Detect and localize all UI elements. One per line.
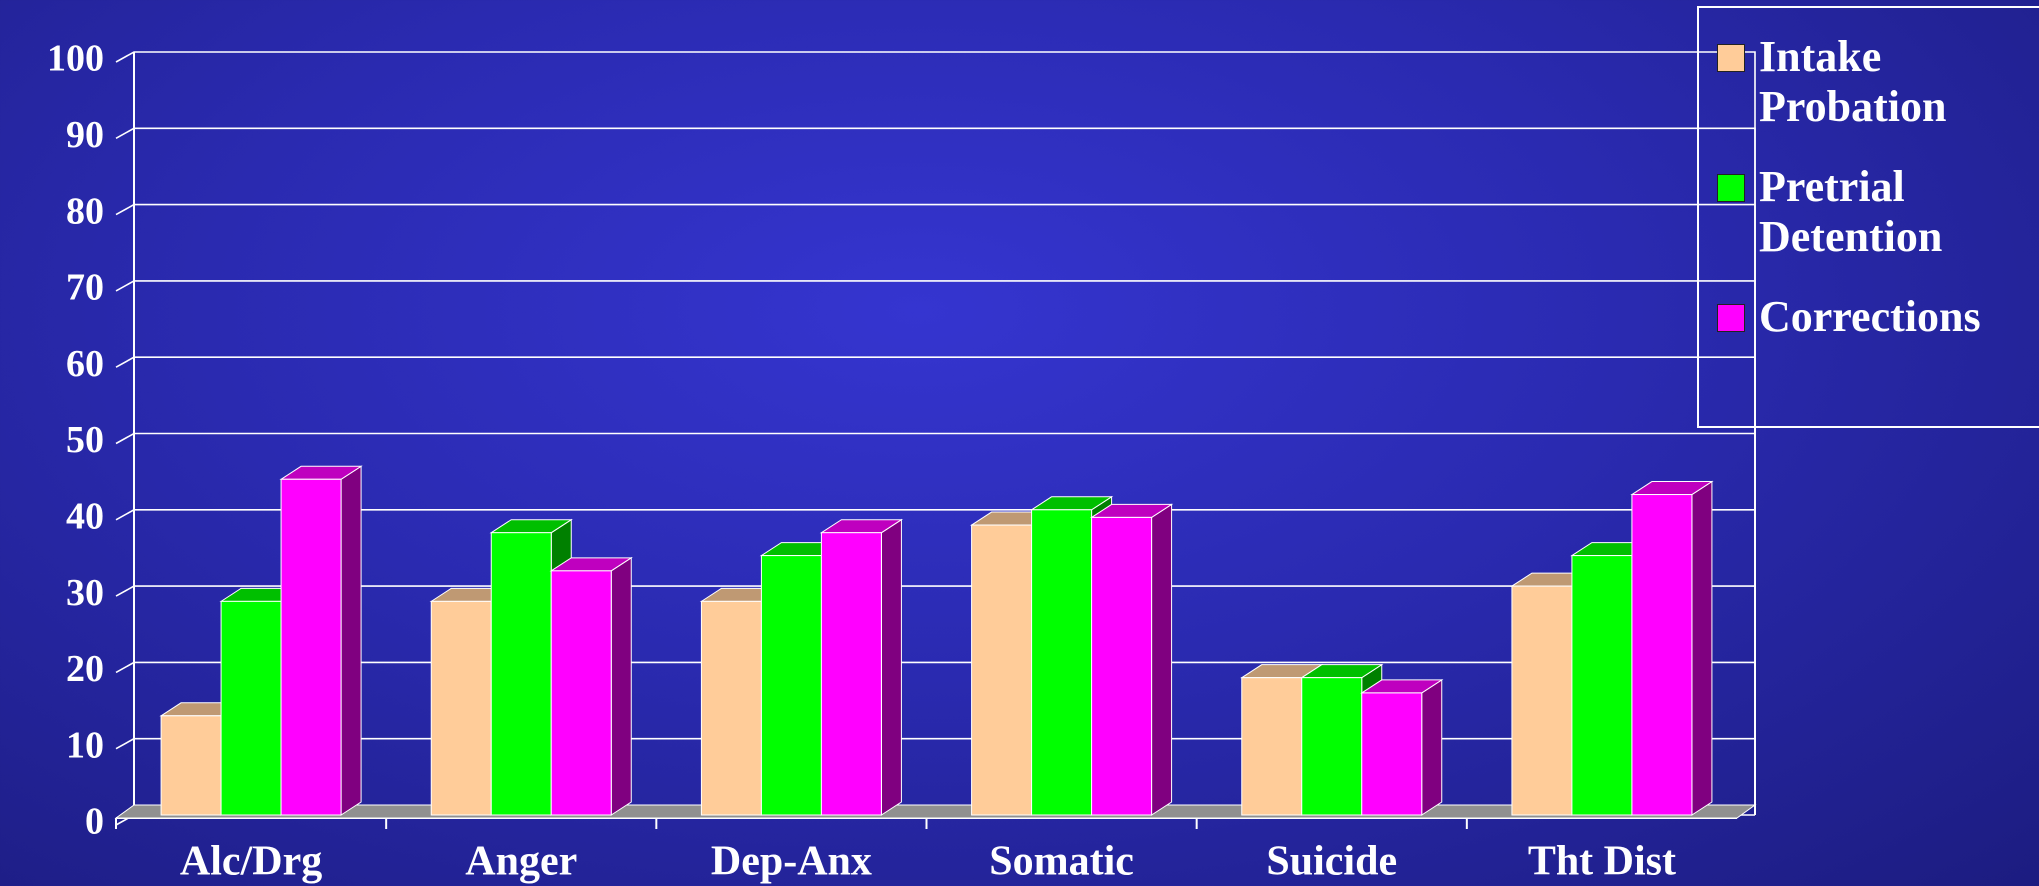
bar-front (550, 570, 612, 816)
y-tick-label: 0 (85, 801, 104, 843)
y-tick-label: 40 (66, 496, 104, 538)
bar-side (1691, 480, 1713, 816)
legend-swatch (1717, 304, 1745, 332)
bar-side (340, 465, 362, 816)
bar-front (1241, 677, 1303, 816)
grid-line (115, 585, 1756, 815)
bar-front (1301, 677, 1363, 816)
grid-line (115, 280, 1756, 815)
bar-front (1361, 692, 1423, 816)
legend-label: Pretrial Detention (1759, 162, 1943, 261)
y-tick-label: 10 (66, 724, 104, 766)
y-tick-label: 90 (66, 114, 104, 156)
bar-front (1631, 494, 1693, 816)
y-tick-label: 100 (47, 38, 104, 80)
legend-swatch (1717, 44, 1745, 72)
bar-side (1151, 503, 1173, 816)
bar-front (160, 715, 222, 816)
grid-line (115, 737, 1756, 815)
bar-front (1031, 509, 1093, 816)
y-tick-label: 20 (66, 648, 104, 690)
bar-front (490, 532, 552, 816)
legend-swatch (1717, 174, 1745, 202)
legend-entry: Corrections (1717, 292, 2039, 342)
bar (1089, 503, 1174, 816)
floor (114, 804, 1757, 819)
bar-front (760, 555, 822, 816)
y-tick-label: 80 (66, 190, 104, 232)
bar-side (880, 518, 902, 816)
y-tick-label: 30 (66, 572, 104, 614)
bar (1360, 678, 1444, 816)
x-tick-label: Tht Dist (1528, 839, 1676, 885)
x-tick-label: Dep-Anx (711, 839, 872, 885)
bar-front (220, 600, 282, 816)
legend-entry: Intake Probation (1717, 32, 2039, 132)
bar (1630, 480, 1714, 816)
x-tick-label: Anger (465, 839, 577, 885)
bar-front (700, 600, 762, 816)
bar-side (610, 556, 632, 816)
y-tick-label: 60 (66, 343, 104, 385)
x-tick-label: Alc/Drg (180, 839, 322, 885)
grid-line (115, 51, 1756, 815)
bar-front (820, 532, 882, 816)
bar-front (971, 524, 1033, 816)
bar-front (430, 600, 492, 816)
bar-front (280, 478, 342, 816)
legend-entry: Pretrial Detention (1717, 162, 2039, 262)
bar-side (1421, 678, 1443, 816)
x-tick-label: Somatic (989, 839, 1134, 885)
bar-front (1091, 516, 1153, 816)
grid-line (115, 127, 1756, 815)
bar-front (1511, 585, 1573, 816)
legend-label: Intake Probation (1759, 32, 1947, 131)
x-tick-label: Suicide (1266, 839, 1397, 885)
y-tick-label: 70 (66, 267, 104, 309)
grid-line (115, 432, 1756, 815)
legend-label: Corrections (1759, 292, 1981, 341)
y-tick-label: 50 (66, 419, 104, 461)
legend: Intake Probation Pretrial Detention Correc… (1697, 6, 2039, 428)
bar-front (1571, 555, 1633, 816)
bar (819, 518, 904, 816)
bar (549, 556, 633, 816)
bar (1300, 663, 1384, 816)
bar (279, 465, 363, 816)
